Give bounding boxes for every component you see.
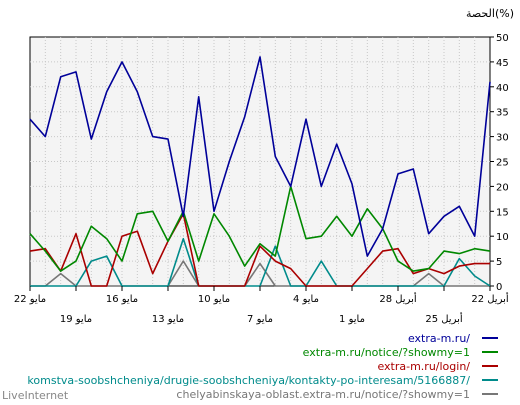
y-tick-label: 20	[496, 182, 509, 193]
y-tick-label: 5	[496, 257, 502, 268]
y-tick-label: 25	[496, 158, 509, 169]
footer-text: LiveInternet	[2, 389, 69, 402]
legend-label: extra-m.ru/notice/?showmy=1	[303, 346, 470, 359]
y-tick-label: 15	[496, 207, 509, 218]
y-tick-label: 50	[496, 33, 509, 44]
series-line-0	[29, 56, 491, 257]
x-ticks: 22 أبريل 28 أبريل 4 مايو 10 مايو 16 مايو 22 م…	[14, 286, 509, 325]
y-tick-label: 40	[496, 83, 509, 94]
x-tick-label: 28 أبريل	[379, 292, 417, 305]
y-tick-label: 30	[496, 133, 509, 144]
grid	[30, 37, 490, 286]
y-tick-label: 35	[496, 108, 509, 119]
legend-label: extra-m.ru/login/	[377, 360, 470, 373]
x-tick-label: 25 أبريل	[425, 312, 463, 325]
x-tick-label: 22 أبريل	[471, 292, 509, 305]
y-tick-label: 0	[496, 282, 502, 293]
x-tick-label: 4 مايو	[293, 294, 319, 305]
x-tick-label: 19 مايو	[60, 314, 92, 325]
y-ticks: 0 5 10 15 20 25 30 35 40 45 50	[490, 33, 509, 293]
legend-label: extra-m.ru/	[408, 332, 470, 345]
series-line-2	[29, 213, 490, 287]
x-tick-label: 1 مايو	[339, 314, 365, 325]
y-axis-title: الحصة(%)	[466, 7, 514, 20]
x-tick-label: 22 مايو	[14, 294, 46, 305]
x-tick-label: 16 مايو	[106, 294, 138, 305]
x-tick-label: 13 مايو	[152, 314, 184, 325]
legend: extra-m.ru/extra-m.ru/notice/?showmy=1ex…	[27, 332, 498, 401]
legend-label: komstva-soobshcheniya/drugie-soobshcheni…	[27, 374, 470, 387]
legend-label: chelyabinskaya-oblast.extra-m.ru/notice/…	[176, 388, 470, 401]
series-line-1	[29, 185, 491, 272]
y-tick-label: 10	[496, 232, 509, 243]
x-tick-label: 10 مايو	[198, 294, 230, 305]
x-tick-label: 7 مايو	[247, 314, 273, 325]
y-tick-label: 45	[496, 58, 509, 69]
